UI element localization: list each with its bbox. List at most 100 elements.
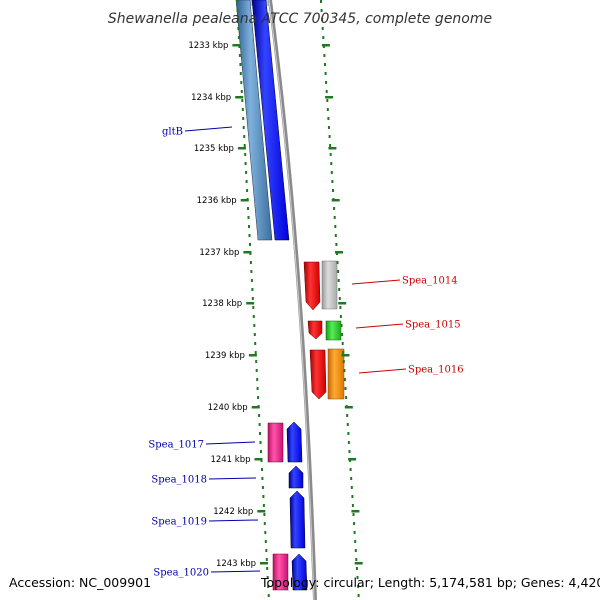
ruler-dot <box>250 270 253 273</box>
tick-mark-right <box>335 251 343 254</box>
ruler-dot <box>266 567 269 570</box>
ruler-dot <box>324 72 327 75</box>
gene-label-spea-1017[interactable]: Spea_1017 <box>148 440 204 451</box>
gene-leader-line <box>355 323 404 329</box>
tick-mark-right <box>338 302 347 305</box>
ruler-dot <box>252 315 255 318</box>
ruler-dot <box>330 171 333 174</box>
ruler-dot <box>330 162 333 165</box>
ruler-dot <box>341 333 344 336</box>
gene-label-spea-1016[interactable]: Spea_1016 <box>408 365 464 376</box>
gene-gltB-cds[interactable] <box>251 0 290 241</box>
gene-spea1020-cds[interactable] <box>291 553 308 591</box>
tick-mark-left <box>237 147 246 150</box>
gene-spea1019-cds[interactable] <box>289 490 306 549</box>
ruler-dot <box>250 279 253 282</box>
ruler-dot <box>326 108 329 111</box>
gene-gltB-feature[interactable] <box>235 0 273 241</box>
ruler-dot <box>254 351 257 354</box>
ruler-dot <box>243 135 246 138</box>
gene-spea1016-cds[interactable] <box>309 349 327 400</box>
ruler-dot <box>338 288 341 291</box>
tick-mark-left <box>248 354 257 357</box>
ruler-dot <box>257 396 260 399</box>
ruler-dot <box>333 216 336 219</box>
gene-label-spea-1019[interactable]: Spea_1019 <box>151 517 207 528</box>
gene-spea1017-feature[interactable] <box>267 422 284 463</box>
ruler-dot <box>327 117 330 120</box>
ruler-dot <box>236 0 238 3</box>
ruler-dot <box>357 594 360 597</box>
ruler-dot <box>321 27 324 30</box>
ruler-dot <box>251 288 254 291</box>
ruler-dot <box>247 207 249 210</box>
gene-spea1017-cds[interactable] <box>286 421 303 463</box>
ruler-dot <box>245 180 248 183</box>
tick-mark-right <box>321 44 330 47</box>
ruler-dot <box>259 441 262 444</box>
gene-label-gltb[interactable]: gltB <box>162 127 183 138</box>
gene-leader-line <box>208 519 259 522</box>
accession-text: Accession: NC_009901 <box>9 575 152 590</box>
tick-mark-right <box>341 354 350 357</box>
tick-label: 1239 kbp <box>205 351 245 361</box>
gene-spea1015-feature[interactable] <box>325 320 342 341</box>
tick-label: 1238 kbp <box>202 299 242 309</box>
ruler-dot <box>267 585 270 588</box>
ruler-dot <box>342 351 345 354</box>
gene-spea1016-feature[interactable] <box>327 348 345 400</box>
ruler-dot <box>337 279 340 282</box>
ruler-dot <box>254 342 257 345</box>
ruler-dot <box>261 468 263 471</box>
kbp-ticks: 1233 kbp 1234 kbp 1235 kbp 1236 kbp 1237 kbp… <box>188 41 363 569</box>
gene-label-spea-1014[interactable]: Spea_1014 <box>402 276 458 287</box>
tick-mark-right <box>344 406 353 409</box>
ruler-dot <box>334 234 337 237</box>
ruler-dot <box>333 207 336 210</box>
tick-mark-left <box>235 96 244 99</box>
ruler-dot <box>262 495 265 498</box>
tick-mark-left <box>257 510 266 513</box>
gene-label-spea-1020[interactable]: Spea_1020 <box>153 568 209 579</box>
ruler-dot <box>264 531 267 534</box>
ruler-dot <box>342 360 345 363</box>
ruler-dot <box>266 576 269 579</box>
ruler-dot <box>243 144 246 147</box>
ruler-dot <box>328 135 331 138</box>
ruler-dot <box>256 378 259 381</box>
ruler-dot <box>337 270 340 273</box>
tick-mark-right <box>351 510 360 513</box>
ruler-dot <box>321 18 324 21</box>
ruler-dot <box>339 315 342 318</box>
ruler-dot <box>249 261 252 264</box>
genome-backbone <box>268 0 317 600</box>
tick-label: 1242 kbp <box>213 507 253 517</box>
ruler-dot <box>239 72 242 75</box>
ruler-dot <box>248 234 251 237</box>
ruler-dot <box>244 153 247 156</box>
ruler-dot <box>267 594 270 597</box>
ruler-dot <box>245 171 248 174</box>
ruler-dot <box>351 495 354 498</box>
gene-spea1020-feature[interactable] <box>272 553 289 591</box>
ruler-dot <box>347 432 350 435</box>
ruler-dot <box>346 414 349 417</box>
gene-spea1014-cds[interactable] <box>303 261 321 311</box>
ruler-dot <box>325 90 328 93</box>
ruler-dot <box>265 558 268 561</box>
gene-spea1014-feature[interactable] <box>321 260 338 310</box>
ruler-dot <box>350 486 353 489</box>
ruler-dot <box>326 99 329 102</box>
gene-label-spea-1015[interactable]: Spea_1015 <box>405 320 461 331</box>
ruler-dot <box>331 180 334 183</box>
tick-label: 1236 kbp <box>197 196 237 206</box>
ruler-dot <box>263 522 266 525</box>
tick-mark-right <box>354 562 363 565</box>
tick-label: 1241 kbp <box>210 455 250 465</box>
ruler-dot <box>256 387 259 390</box>
gene-spea1015-cds[interactable] <box>307 320 323 340</box>
ruler-dot <box>264 540 267 543</box>
gene-leader-line <box>208 477 257 480</box>
gene-spea1018-cds[interactable] <box>288 465 304 489</box>
gene-label-spea-1018[interactable]: Spea_1018 <box>151 475 207 486</box>
